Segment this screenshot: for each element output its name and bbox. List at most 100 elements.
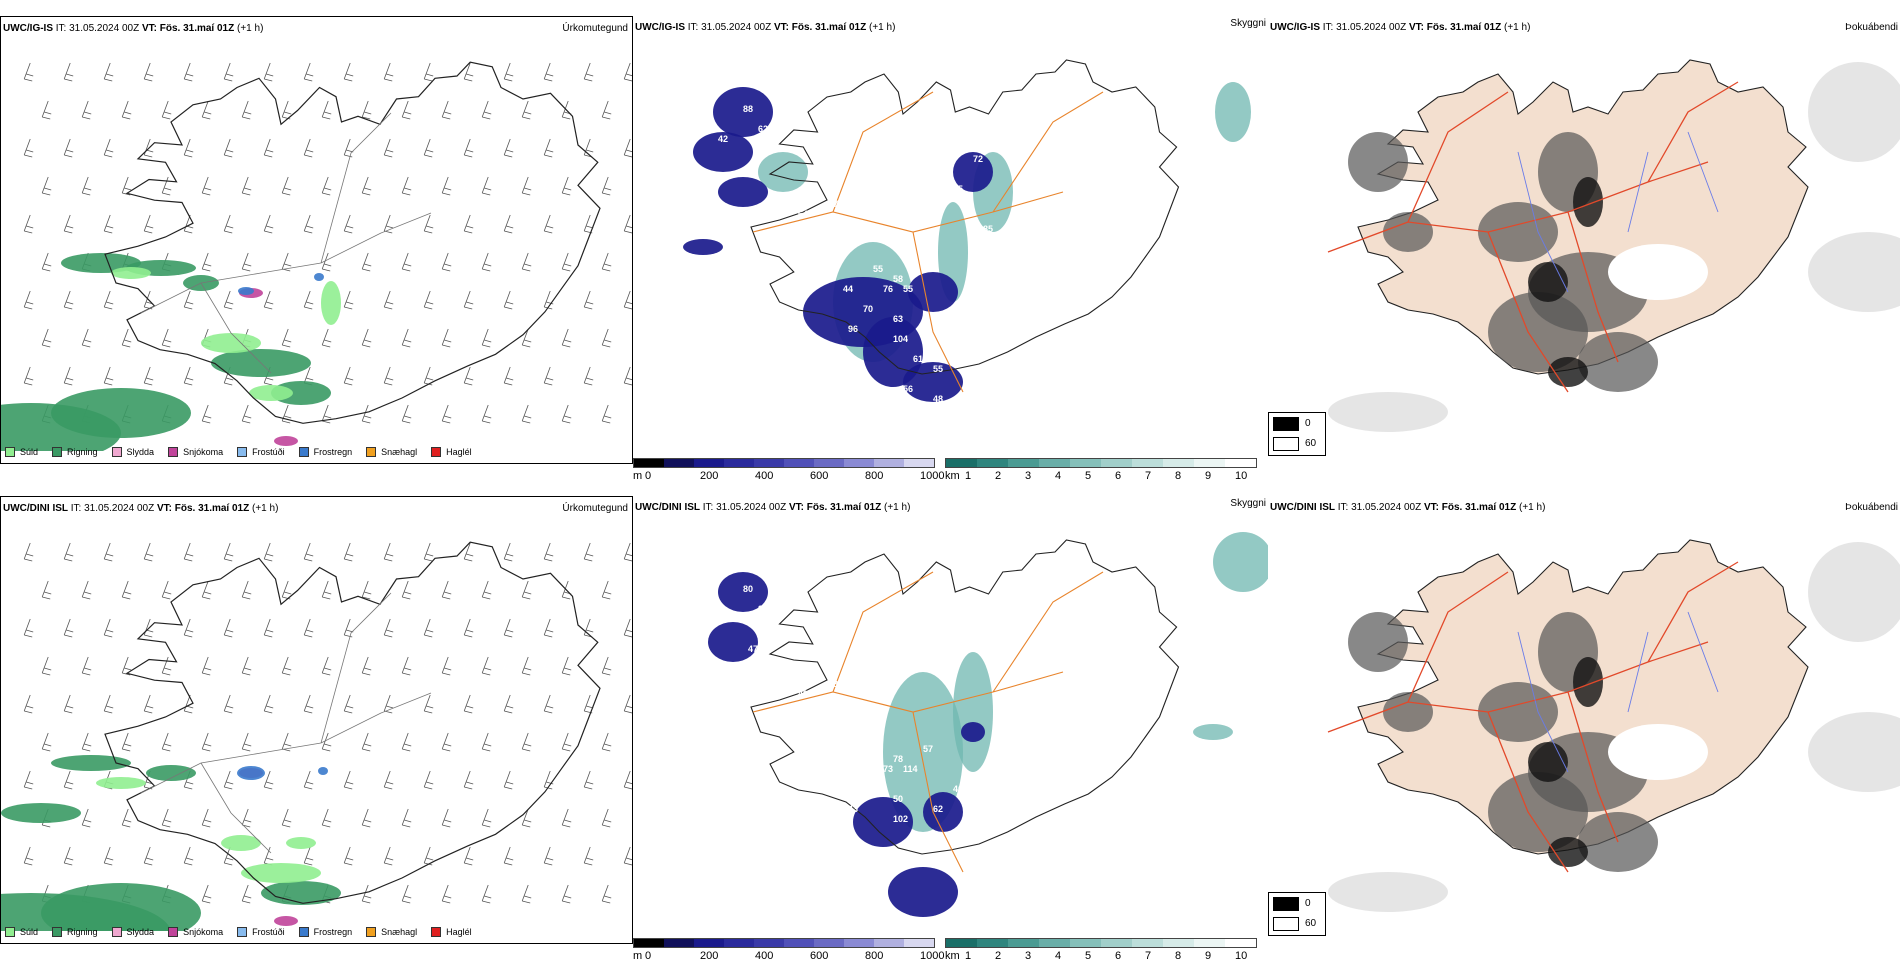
- wind-barb: [281, 656, 292, 676]
- legend-swatch: [431, 447, 442, 457]
- colorbar-segment: [694, 939, 724, 947]
- cloud-base-label: 78: [893, 754, 903, 764]
- wind-barb: [143, 214, 154, 234]
- wind-barb: [321, 808, 332, 828]
- snow-area: [274, 436, 298, 446]
- wind-barb: [481, 580, 492, 600]
- glacier-area: [1608, 724, 1708, 780]
- legend-swatch: [111, 447, 122, 457]
- wind-barb: [601, 100, 612, 120]
- wind-barb: [543, 214, 554, 234]
- legend-label: Rigning: [67, 447, 98, 457]
- low-cloud-area: [693, 132, 753, 172]
- panel-header: UWC/IG-IS IT: 31.05.2024 00Z VT: Fös. 31…: [635, 22, 895, 33]
- legend-item: Slydda: [111, 927, 154, 937]
- colorbar-segment: [784, 939, 814, 947]
- legend-label: Frostregn: [313, 447, 353, 457]
- fog-legend: 0 60: [1268, 892, 1326, 936]
- wind-barb: [223, 542, 234, 562]
- wind-barb: [521, 252, 532, 272]
- wind-barb: [463, 618, 474, 638]
- wind-barb: [463, 138, 474, 158]
- colorbar-segment: [844, 939, 874, 947]
- wind-barb: [423, 62, 434, 82]
- colorbar-segment: [724, 939, 754, 947]
- wind-barb: [303, 62, 314, 82]
- wind-barb: [321, 580, 332, 600]
- colorbar-tick: 4: [1055, 950, 1062, 962]
- wind-barb: [343, 694, 354, 714]
- wind-barb: [321, 100, 332, 120]
- wind-barb: [303, 694, 314, 714]
- cloud-base-label: 59: [993, 264, 1003, 274]
- fog-legend-swatch: [1273, 437, 1299, 451]
- wind-barb: [183, 290, 194, 310]
- low-cloud-area: [713, 87, 773, 137]
- freezing-rain-area: [237, 766, 265, 780]
- wind-barb: [503, 846, 514, 866]
- wind-barb: [81, 100, 92, 120]
- model-name: UWC/DINI ISL: [635, 502, 700, 513]
- cloud-base-label: 43: [848, 804, 858, 814]
- wind-barb: [103, 366, 114, 386]
- wind-barb: [441, 100, 452, 120]
- lead-time: (+1 h): [252, 503, 279, 514]
- wind-barb: [303, 846, 314, 866]
- fog-area: [1478, 682, 1558, 742]
- wind-barb: [241, 176, 252, 196]
- wind-barb: [343, 846, 354, 866]
- wind-barb: [401, 884, 412, 904]
- wind-barb: [503, 694, 514, 714]
- wind-barb: [583, 846, 594, 866]
- colorbar-tick: 200: [700, 470, 719, 482]
- colorbar-tick: 2: [995, 470, 1002, 482]
- wind-barb: [561, 884, 572, 904]
- cloud-base-label: 104: [893, 334, 908, 344]
- cloud-base-label: 57: [923, 744, 933, 754]
- cloud-base-label: 75: [953, 184, 963, 194]
- dense-fog-area: [1573, 177, 1603, 227]
- legend-swatch: [366, 447, 377, 457]
- cloud-base-label: 88: [743, 104, 753, 114]
- low-cloud-area: [888, 867, 958, 917]
- wind-barb: [41, 732, 52, 752]
- cloudbase-colorbar: m 0 200 400 600 800 1000: [633, 938, 945, 966]
- colorbar-tick: 2: [995, 950, 1002, 962]
- colorbar-tick: 9: [1205, 950, 1212, 962]
- colorbar-segment: [946, 939, 977, 947]
- wind-barb: [23, 62, 34, 82]
- colorbar-segment: [1039, 459, 1070, 467]
- wind-barb: [583, 290, 594, 310]
- wind-barb: [463, 62, 474, 82]
- panel-title: Skyggni: [1230, 498, 1266, 509]
- wind-barb: [241, 808, 252, 828]
- wind-barb: [543, 694, 554, 714]
- legend-swatch: [237, 927, 248, 937]
- fog-map: [1327, 59, 1900, 432]
- wind-barb: [201, 176, 212, 196]
- wind-barb: [561, 732, 572, 752]
- wind-barb: [303, 770, 314, 790]
- colorbar-unit: km: [945, 950, 960, 962]
- wind-barb: [183, 366, 194, 386]
- wind-barb: [103, 214, 114, 234]
- colorbar-segment: [1008, 459, 1039, 467]
- colorbar-tick: 8: [1175, 950, 1182, 962]
- cloud-base-label: 51: [743, 694, 753, 704]
- wind-barb: [561, 176, 572, 196]
- fog-legend-label: 60: [1305, 918, 1317, 929]
- wind-barb: [23, 290, 34, 310]
- legend-swatch: [366, 927, 377, 937]
- wind-barb: [63, 290, 74, 310]
- wind-barb: [521, 580, 532, 600]
- colorbar-segment: [1225, 459, 1256, 467]
- legend-swatch: [5, 927, 15, 937]
- legend-label: Haglél: [446, 447, 472, 457]
- offshore-haze: [1808, 62, 1900, 162]
- colorbar-tick: 1000: [920, 950, 945, 962]
- colorbar-tick: 200: [700, 950, 719, 962]
- wind-barb: [361, 404, 372, 424]
- wind-barb: [361, 580, 372, 600]
- river-network: [1517, 131, 1719, 293]
- river-network: [1517, 611, 1719, 773]
